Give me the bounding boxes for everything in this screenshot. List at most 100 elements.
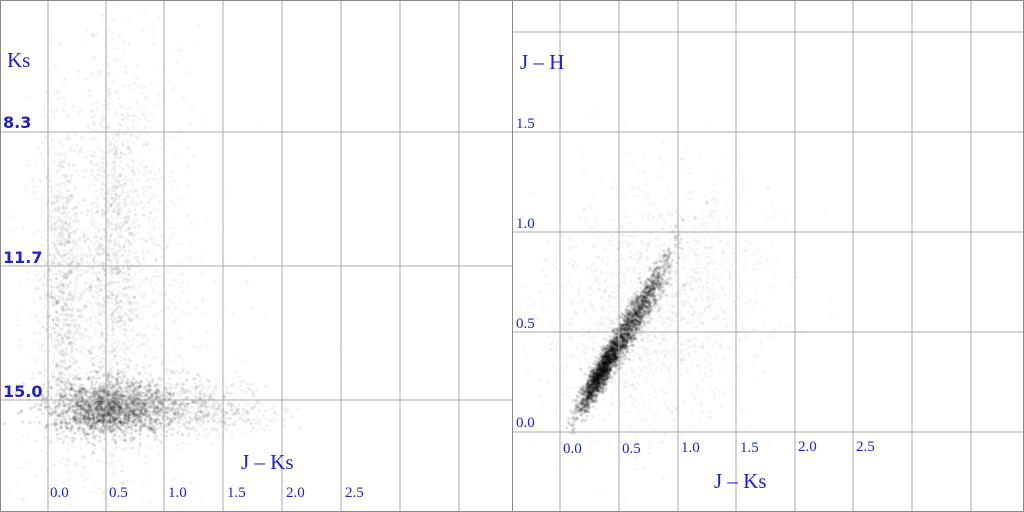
- data-point: [186, 146, 190, 150]
- data-point: [17, 466, 20, 469]
- data-point: [125, 479, 129, 483]
- data-point: [142, 384, 146, 388]
- data-point: [148, 471, 151, 474]
- data-point: [82, 169, 86, 173]
- data-point: [34, 314, 38, 318]
- data-point: [122, 342, 126, 346]
- data-point: [126, 367, 129, 370]
- data-point: [147, 186, 151, 190]
- data-point: [83, 434, 87, 438]
- data-point: [10, 215, 13, 218]
- data-point: [112, 31, 116, 35]
- data-point: [81, 135, 84, 138]
- data-point: [109, 419, 113, 423]
- data-point: [63, 359, 67, 363]
- data-point: [87, 413, 91, 417]
- data-point: [50, 223, 54, 227]
- data-point: [143, 407, 147, 411]
- data-point: [69, 261, 73, 265]
- data-point: [189, 390, 193, 394]
- data-point: [194, 381, 198, 385]
- data-point: [108, 96, 112, 100]
- data-point: [127, 346, 131, 350]
- data-point: [39, 277, 43, 281]
- data-point: [99, 271, 103, 275]
- data-point: [99, 187, 103, 191]
- data-point: [75, 227, 79, 231]
- data-point: [70, 346, 74, 350]
- data-point: [67, 329, 70, 332]
- data-point: [32, 231, 35, 234]
- data-point: [181, 401, 185, 405]
- data-point: [124, 65, 128, 69]
- data-point: [75, 211, 79, 215]
- data-point: [92, 422, 96, 426]
- data-point: [134, 300, 139, 305]
- data-point: [124, 425, 128, 429]
- data-point: [231, 433, 235, 437]
- data-point: [92, 417, 96, 421]
- data-point: [119, 174, 123, 178]
- data-point: [124, 397, 128, 401]
- data-point: [54, 217, 59, 221]
- data-point: [131, 436, 135, 440]
- data-point: [137, 372, 142, 376]
- data-point: [53, 223, 57, 227]
- data-point: [52, 232, 56, 236]
- data-point: [255, 400, 259, 404]
- data-point: [116, 388, 120, 392]
- data-point: [40, 198, 44, 202]
- data-point: [94, 418, 98, 422]
- data-point: [81, 352, 84, 355]
- data-point: [93, 176, 97, 180]
- data-point: [150, 163, 154, 167]
- data-point: [68, 382, 72, 386]
- data-point: [200, 497, 203, 500]
- data-point: [141, 113, 145, 117]
- data-point: [112, 384, 116, 389]
- data-point: [97, 283, 101, 287]
- data-point: [125, 388, 128, 391]
- data-point: [25, 186, 28, 189]
- data-point: [73, 163, 77, 167]
- data-point: [137, 401, 141, 405]
- data-point: [50, 391, 54, 395]
- data-point: [106, 349, 110, 354]
- data-point: [166, 381, 170, 386]
- data-point: [187, 283, 190, 286]
- data-point: [148, 428, 152, 433]
- data-point: [91, 321, 94, 324]
- data-point: [246, 382, 250, 386]
- data-point: [64, 392, 68, 396]
- data-point: [129, 302, 132, 305]
- data-point: [117, 445, 121, 449]
- data-point: [111, 79, 115, 83]
- data-point: [197, 391, 201, 395]
- data-point: [206, 387, 210, 391]
- data-point: [110, 454, 115, 458]
- data-point: [112, 199, 116, 203]
- data-point: [247, 389, 251, 393]
- data-point: [89, 153, 93, 157]
- data-point: [118, 459, 122, 463]
- data-point: [168, 413, 172, 417]
- data-point: [196, 23, 200, 27]
- data-point: [96, 178, 100, 182]
- data-point: [67, 408, 71, 412]
- data-point: [107, 419, 111, 423]
- data-point: [66, 435, 70, 439]
- data-point: [160, 293, 163, 296]
- data-point: [118, 381, 121, 384]
- data-point: [99, 360, 103, 364]
- data-point: [79, 474, 82, 477]
- data-point: [125, 275, 128, 278]
- data-point: [79, 389, 83, 393]
- data-point: [52, 241, 56, 245]
- data-point: [130, 423, 134, 428]
- data-point: [164, 206, 168, 211]
- data-point: [71, 335, 75, 339]
- data-point: [69, 193, 73, 197]
- data-point: [52, 116, 56, 120]
- data-point: [88, 426, 92, 431]
- data-point: [41, 236, 45, 240]
